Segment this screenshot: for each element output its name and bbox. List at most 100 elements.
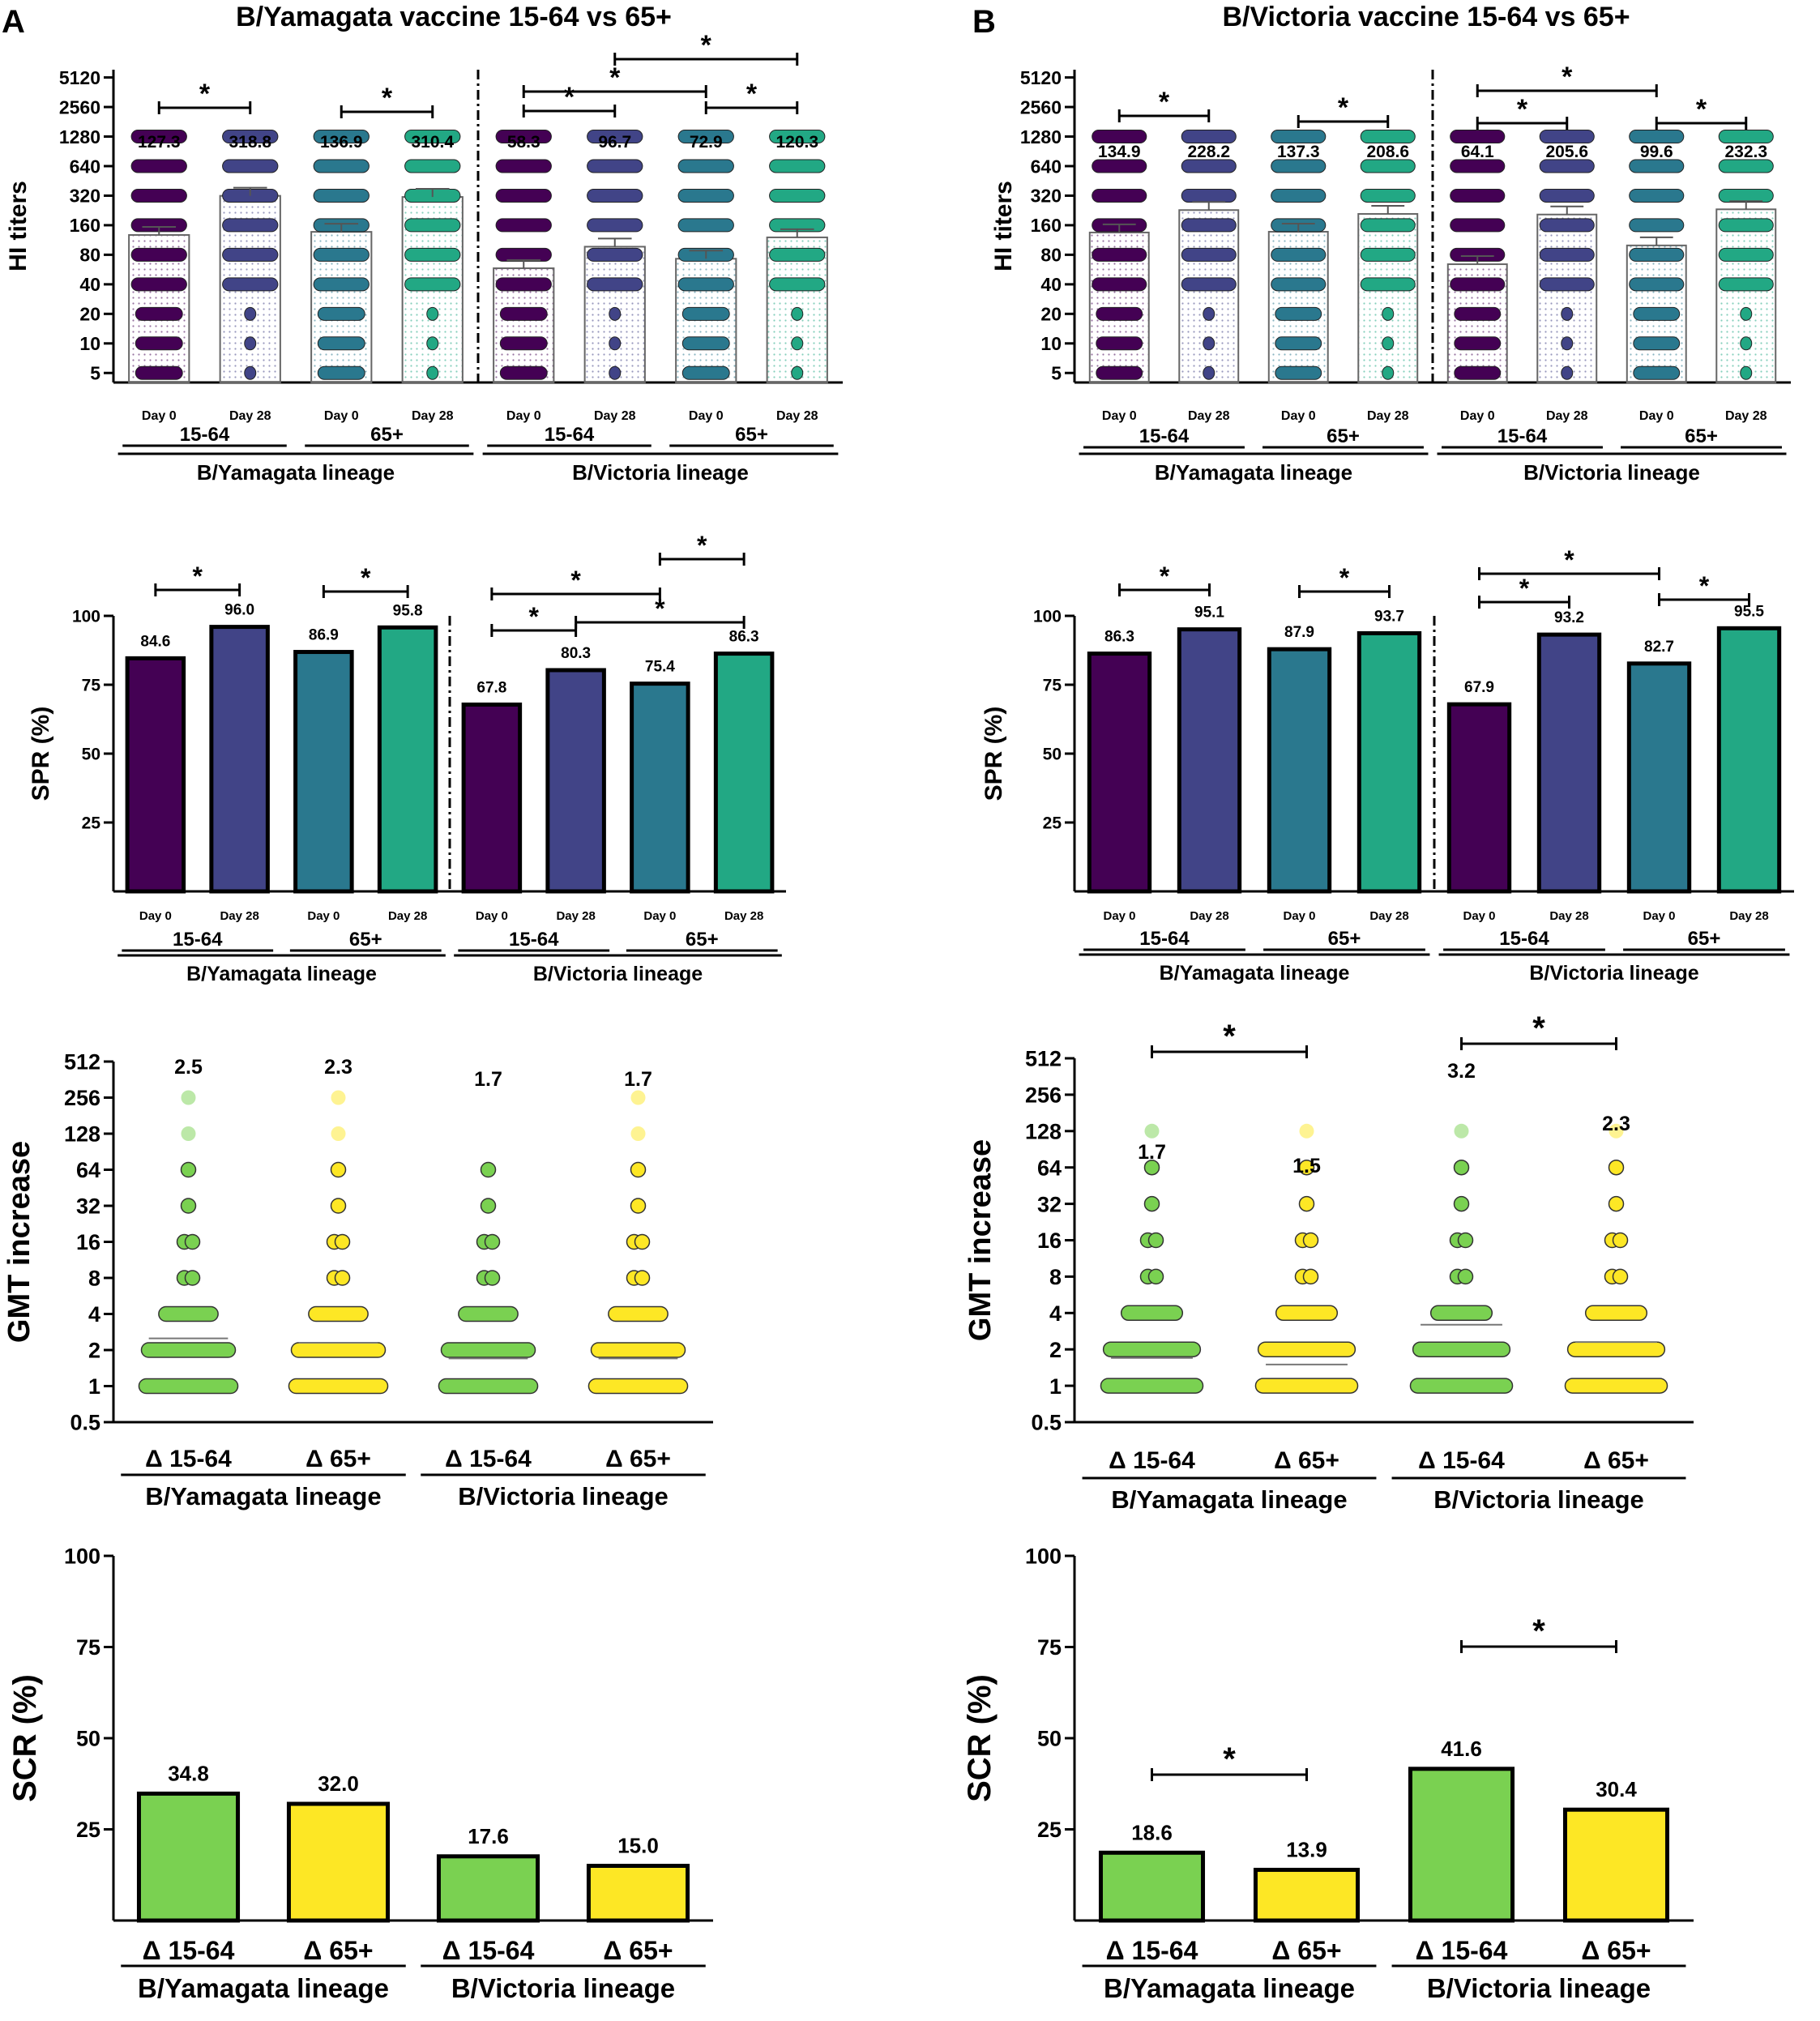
y-axis-label: GMT increase bbox=[963, 1139, 998, 1341]
x-tick-label: Δ 15-64 bbox=[1106, 1936, 1198, 1965]
x-tick-label: Δ 15-64 bbox=[445, 1446, 532, 1472]
data-point-band bbox=[1718, 159, 1774, 173]
chart-A_scr: 25 50 75 100 SCR (%) 34.8 Δ 15-64 32.0 Δ 65+ 17.6… bbox=[7, 1545, 713, 2003]
x-tick-label: Day 28 bbox=[556, 909, 595, 923]
panel-b-title: B/Victoria vaccine 15-64 vs 65+ bbox=[1222, 2, 1630, 32]
data-point-band bbox=[1102, 1341, 1202, 1357]
age-group-label: 15-64 bbox=[509, 929, 559, 951]
data-point-band bbox=[1203, 336, 1215, 351]
y-tick-label: 5 bbox=[1051, 363, 1062, 384]
lineage-label: B/Yamagata lineage bbox=[197, 460, 395, 485]
data-point bbox=[1143, 1159, 1160, 1176]
y-tick-label: 5 bbox=[90, 363, 100, 384]
data-point-band bbox=[1275, 336, 1322, 351]
significance-star: * bbox=[564, 82, 575, 113]
data-point-band bbox=[426, 336, 439, 351]
data-label: 93.2 bbox=[1554, 609, 1584, 626]
x-tick-label: Day 0 bbox=[1281, 409, 1316, 423]
data-point-band bbox=[222, 159, 279, 173]
data-point-band bbox=[609, 336, 622, 351]
data-point-band bbox=[222, 130, 279, 144]
data-point bbox=[630, 1161, 647, 1178]
data-point-band bbox=[1454, 336, 1502, 351]
data-point-band bbox=[135, 336, 183, 351]
bar bbox=[1356, 630, 1422, 894]
data-point-band bbox=[587, 188, 643, 203]
data-point-band bbox=[677, 130, 734, 144]
data-point-band bbox=[404, 277, 461, 292]
x-tick-label: Day 28 bbox=[1367, 409, 1409, 423]
age-group-label: 15-64 bbox=[1139, 928, 1190, 950]
y-tick-label: 2 bbox=[1049, 1338, 1062, 1362]
significance-star: * bbox=[1532, 1010, 1545, 1046]
significance-star: * bbox=[1338, 92, 1349, 123]
data-label: 30.4 bbox=[1596, 1777, 1637, 1801]
y-tick-label: 2560 bbox=[59, 96, 100, 118]
data-point bbox=[181, 1126, 196, 1141]
x-tick-label: Day 0 bbox=[506, 409, 541, 423]
data-point-band bbox=[1718, 247, 1774, 262]
data-point-band bbox=[1539, 159, 1595, 173]
data-point bbox=[180, 1198, 197, 1214]
y-tick-label: 1 bbox=[1049, 1374, 1062, 1399]
data-point bbox=[1143, 1195, 1160, 1212]
significance-star: * bbox=[199, 79, 211, 109]
data-label: 2.5 bbox=[174, 1056, 203, 1079]
y-tick-label: 320 bbox=[70, 186, 100, 207]
x-tick-label: Δ 65+ bbox=[1581, 1936, 1651, 1965]
data-point bbox=[630, 1090, 646, 1105]
data-point bbox=[184, 1270, 201, 1286]
y-tick-label: 100 bbox=[1025, 1545, 1062, 1569]
lineage-label: B/Victoria lineage bbox=[458, 1482, 669, 1510]
data-point bbox=[1608, 1159, 1625, 1176]
data-point bbox=[1612, 1232, 1629, 1249]
x-tick-label: Day 28 bbox=[1725, 409, 1767, 423]
data-label: 17.6 bbox=[468, 1824, 509, 1848]
data-point-band bbox=[791, 336, 804, 351]
data-point bbox=[331, 1126, 346, 1141]
data-point-band bbox=[495, 218, 552, 233]
bar bbox=[125, 656, 186, 894]
significance-star: * bbox=[697, 531, 707, 560]
y-tick-label: 1280 bbox=[1020, 126, 1062, 147]
lineage-label: B/Yamagata lineage bbox=[1104, 1973, 1355, 2003]
data-point-band bbox=[495, 277, 552, 292]
x-tick-label: Day 0 bbox=[1643, 909, 1675, 923]
y-tick-label: 512 bbox=[64, 1050, 100, 1075]
y-tick-label: 40 bbox=[79, 274, 100, 295]
data-point-band bbox=[681, 306, 730, 321]
y-tick-label: 32 bbox=[1037, 1192, 1062, 1216]
significance-star: * bbox=[1159, 87, 1170, 118]
data-point-band bbox=[1275, 365, 1322, 380]
data-point-band bbox=[1382, 306, 1395, 321]
data-label: 99.6 bbox=[1640, 143, 1673, 161]
y-tick-label: 640 bbox=[70, 156, 100, 177]
y-tick-label: 100 bbox=[1033, 608, 1062, 626]
data-point-band bbox=[1092, 130, 1147, 144]
y-tick-label: 8 bbox=[88, 1267, 100, 1291]
y-tick-label: 100 bbox=[72, 608, 100, 626]
x-tick-label: Day 0 bbox=[307, 909, 340, 923]
data-point bbox=[1302, 1232, 1319, 1249]
data-point-band bbox=[1450, 218, 1506, 233]
data-point-band bbox=[313, 188, 370, 203]
data-label: 18.6 bbox=[1131, 1820, 1173, 1844]
x-tick-label: Δ 65+ bbox=[305, 1446, 371, 1472]
data-point bbox=[181, 1090, 196, 1105]
data-point-band bbox=[677, 188, 734, 203]
significance-star: * bbox=[1339, 563, 1350, 592]
data-point-band bbox=[1271, 277, 1327, 292]
data-label: 3.2 bbox=[1447, 1060, 1476, 1083]
data-label: 1.7 bbox=[624, 1068, 652, 1091]
data-label: 96.7 bbox=[598, 133, 631, 152]
x-tick-label: Day 0 bbox=[1460, 409, 1495, 423]
chart-B_spr: 25 50 75 100 SPR (%) 86.3 Day 0 95.1 Day 28 87.9 D… bbox=[980, 545, 1794, 985]
data-label: 137.3 bbox=[1277, 143, 1320, 161]
y-tick-label: 25 bbox=[1043, 814, 1062, 833]
data-point-band bbox=[244, 365, 257, 380]
significance-star: * bbox=[1223, 1741, 1236, 1777]
data-label: 95.8 bbox=[393, 602, 423, 619]
data-label: 1.7 bbox=[474, 1068, 502, 1091]
y-tick-label: 160 bbox=[1031, 215, 1062, 236]
data-point-band bbox=[244, 306, 257, 321]
